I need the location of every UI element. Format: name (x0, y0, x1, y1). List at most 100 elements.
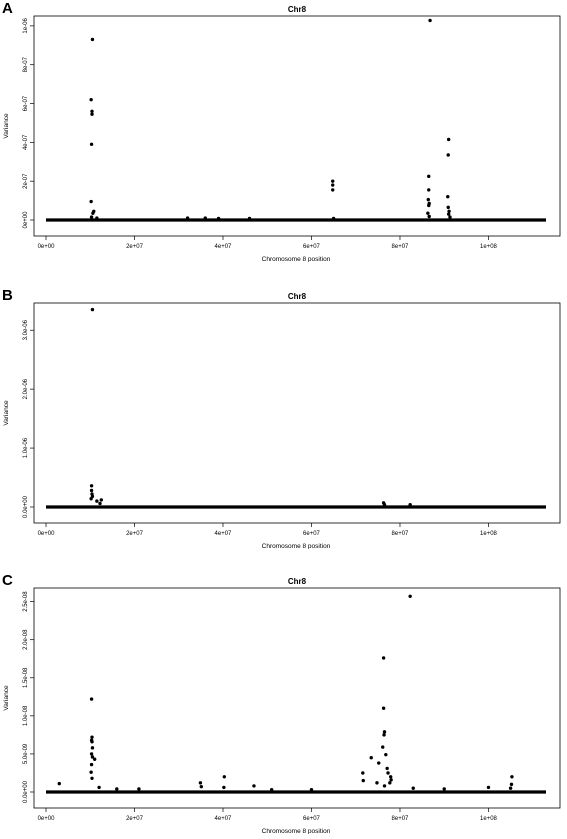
data-point (89, 97, 93, 102)
data-point (90, 109, 94, 113)
data-point (198, 781, 203, 785)
x-tick-label: 1e+08 (480, 244, 498, 250)
data-point (388, 781, 392, 785)
y-tick-label: 1.0e-08 (23, 705, 29, 726)
y-tick-label: 8e-07 (23, 56, 29, 72)
plot-frame (33, 15, 561, 237)
data-point (389, 778, 393, 782)
y-tick-label: 2.0e-08 (23, 629, 29, 650)
x-tick-label: 2e+07 (126, 531, 144, 537)
x-tick-label: 2e+07 (126, 244, 144, 250)
x-tick-label: 8e+07 (392, 816, 410, 822)
x-axis-label: Chromosome 8 position (262, 256, 331, 262)
data-point (446, 212, 451, 216)
x-tick-label: 0e+00 (38, 244, 56, 250)
data-point (222, 775, 227, 779)
data-point (90, 776, 94, 780)
data-point (384, 752, 388, 757)
data-point (361, 778, 365, 783)
data-point (89, 488, 94, 493)
y-tick-label: 1.5e-08 (23, 667, 29, 688)
y-tick-label: 2e-07 (23, 173, 29, 189)
data-point (90, 746, 95, 750)
y-tick-label: 2.5e-08 (23, 591, 29, 612)
data-point (185, 216, 190, 220)
data-point (427, 203, 431, 208)
data-point (89, 697, 94, 701)
data-point (375, 781, 379, 785)
data-point (95, 499, 99, 503)
y-tick-label: 5.0e-09 (23, 743, 29, 764)
data-point (382, 784, 387, 788)
data-point (199, 784, 204, 789)
y-tick-label: 4e-07 (23, 134, 29, 150)
panel-a: A Chr8 0e+00 2e+07 4e+07 6e+07 8e+07 1e+08 0e+0… (0, 0, 567, 263)
data-point (382, 502, 387, 507)
x-tick-label: 6e+07 (303, 531, 321, 537)
panel-letter: B (2, 287, 13, 304)
data-point (427, 214, 431, 219)
y-tick-label: 1e-06 (23, 18, 29, 34)
scatter-chart: Chr8 0e+00 2e+07 4e+07 6e+07 8e+07 1e+08 0.0e+0… (3, 577, 561, 835)
data-point (386, 771, 390, 775)
data-point (90, 755, 95, 759)
y-tick-label: 6e-07 (23, 95, 29, 111)
data-point (408, 502, 412, 507)
data-point (369, 756, 373, 760)
data-point (408, 594, 412, 598)
data-point (91, 211, 95, 215)
data-point (381, 745, 385, 749)
x-tick-label: 1e+08 (480, 531, 498, 537)
data-point (216, 216, 221, 221)
x-tick-label: 4e+07 (215, 816, 233, 822)
data-point (98, 501, 102, 506)
data-point (426, 197, 431, 202)
chart-title: Chr8 (288, 5, 307, 14)
data-point (385, 766, 389, 771)
panel-letter: C (2, 572, 13, 589)
data-point (92, 757, 97, 761)
scatter-chart: Chr8 0e+00 2e+07 4e+07 6e+07 8e+07 1e+08 0e+00 2… (3, 5, 561, 263)
data-point (137, 787, 141, 791)
panel-b: B Chr8 0e+00 2e+07 4e+07 6e+07 8e+07 1e+08 0.0e… (0, 287, 567, 550)
plot-frame (33, 302, 561, 524)
y-axis-label: Variance (3, 400, 10, 426)
x-axis-label: Chromosome 8 position (262, 828, 331, 834)
y-tick-label: 0.0e+00 (23, 780, 29, 803)
x-tick-label: 4e+07 (215, 244, 233, 250)
data-point (203, 216, 207, 220)
data-point (382, 733, 386, 737)
data-point (361, 771, 365, 775)
data-point (442, 787, 446, 791)
x-tick-label: 0e+00 (38, 531, 56, 537)
data-point (382, 730, 387, 734)
x-tick-label: 1e+08 (480, 816, 498, 822)
panel-c: C Chr8 0e+00 2e+07 4e+07 6e+07 8e+07 1e+08 0.0e… (0, 572, 567, 835)
y-axis-label: Variance (3, 685, 10, 711)
x-tick-label: 8e+07 (392, 531, 410, 537)
data-point (388, 775, 393, 779)
x-tick-label: 8e+07 (392, 244, 410, 250)
data-point (89, 484, 94, 488)
data-point (309, 788, 314, 792)
data-point (447, 209, 451, 213)
data-point (509, 782, 514, 787)
data-point (428, 18, 432, 23)
x-tick-label: 6e+07 (303, 816, 321, 822)
data-point (57, 781, 61, 786)
data-point (95, 216, 99, 220)
data-point (99, 498, 104, 502)
data-point (427, 188, 431, 192)
chart-title: Chr8 (288, 577, 307, 586)
data-point (89, 497, 93, 501)
data-point (331, 179, 335, 183)
panel-letter: A (2, 0, 13, 17)
data-point (90, 112, 94, 116)
data-point (90, 735, 94, 739)
data-point (448, 215, 452, 219)
x-axis-label: Chromosome 8 position (262, 543, 331, 549)
data-point (446, 195, 450, 199)
data-point (89, 215, 94, 219)
data-point (252, 784, 256, 788)
data-point (247, 216, 252, 221)
